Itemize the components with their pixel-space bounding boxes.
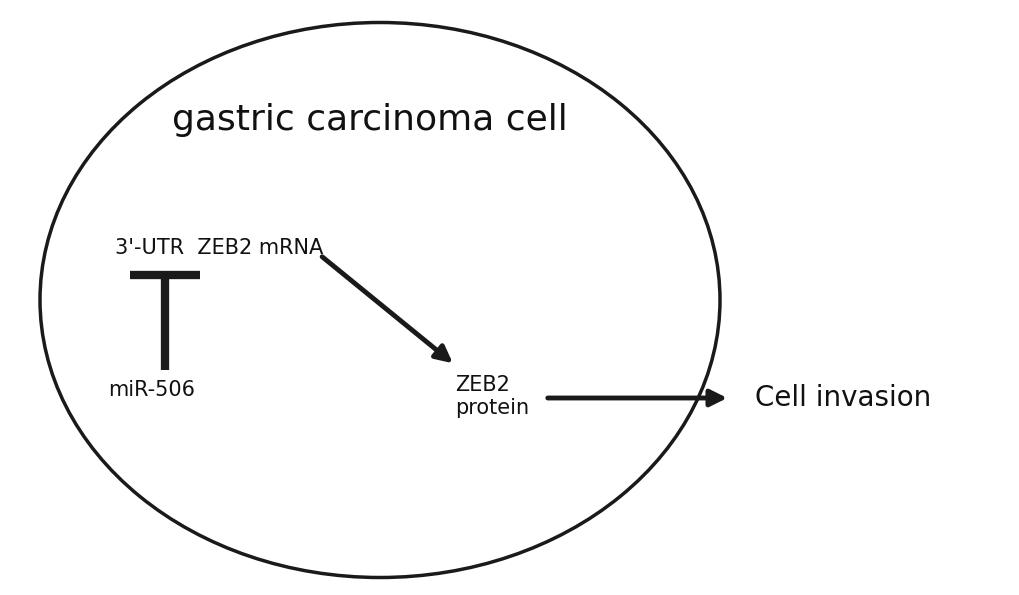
Text: 3'-UTR  ZEB2 mRNA: 3'-UTR ZEB2 mRNA bbox=[115, 238, 323, 258]
Text: Cell invasion: Cell invasion bbox=[754, 384, 930, 412]
Text: gastric carcinoma cell: gastric carcinoma cell bbox=[172, 103, 568, 137]
Text: ZEB2
protein: ZEB2 protein bbox=[454, 375, 529, 418]
Text: miR-506: miR-506 bbox=[108, 380, 195, 400]
